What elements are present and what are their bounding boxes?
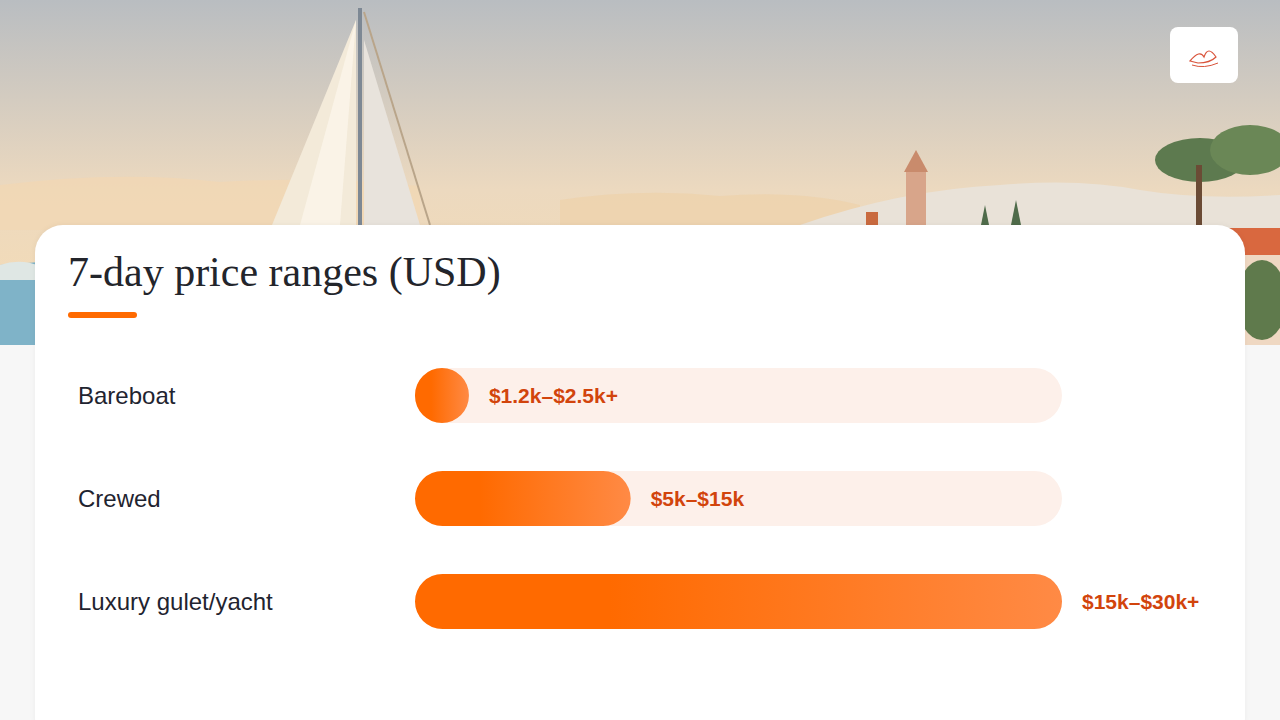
svg-text:Luxury gulet/yacht: Luxury gulet/yacht xyxy=(78,588,273,615)
svg-text:$15k–$30k+: $15k–$30k+ xyxy=(1082,590,1199,613)
html-text:7-day price ranges (USD): 7-day price ranges (USD) xyxy=(68,249,501,295)
svg-text:$1.2k–$2.5k+: $1.2k–$2.5k+ xyxy=(489,384,618,407)
svg-text:Crewed: Crewed xyxy=(78,485,161,512)
svg-text:$5k–$15k: $5k–$15k xyxy=(651,487,745,510)
svg-text:Bareboat: Bareboat xyxy=(78,382,176,409)
